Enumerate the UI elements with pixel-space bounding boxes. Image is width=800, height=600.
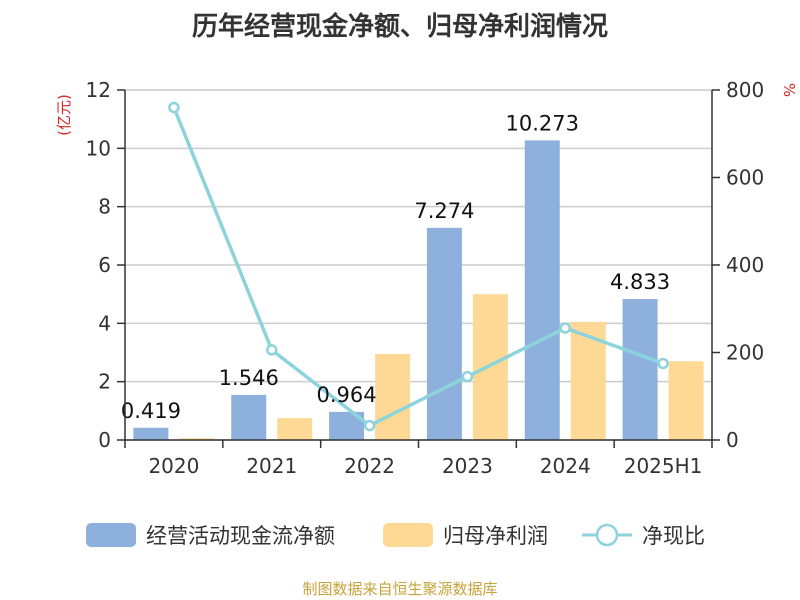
bar-cash-flow: [622, 299, 658, 440]
x-tick-label: 2021: [246, 454, 297, 478]
bar-net-profit: [277, 418, 313, 440]
bar-data-label: 0.964: [317, 383, 377, 407]
ratio-point: [266, 344, 278, 356]
y-right-axis-label: %: [780, 83, 798, 97]
x-tick-label: 2025H1: [624, 454, 703, 478]
data-labels: 0.419 1.546 0.964 7.274 10.273 4.833: [121, 111, 670, 422]
y-left-tick-label: 0: [98, 428, 111, 452]
legend-label-cash-flow: 经营活动现金流净额: [146, 524, 335, 548]
source-note: 制图数据来自恒生聚源数据库: [302, 580, 498, 598]
legend-swatch-ratio-point: [595, 523, 619, 547]
legend-label-net-profit: 归母净利润: [443, 524, 548, 548]
ratio-point: [559, 322, 571, 334]
ratio-line: [168, 101, 669, 432]
bar-net-profit: [668, 361, 704, 440]
ratio-point: [461, 370, 474, 383]
legend-label-ratio: 净现比: [642, 524, 705, 548]
bar-cash-flow: [231, 394, 267, 440]
ratio-point: [657, 357, 669, 370]
bar-data-label: 7.274: [414, 199, 474, 223]
y-left-tick-label: 10: [86, 136, 111, 160]
axes: 0 2 4 6 8 10 12 0 200 400 600 800 2020 2021 2022 2023 20…: [55, 78, 798, 478]
y-left-axis-label: (亿元): [55, 94, 73, 136]
legend-swatch-cash-flow: [86, 523, 136, 547]
bar-net-profit: [375, 353, 411, 440]
x-tick-label: 2022: [344, 454, 395, 478]
legend-swatch-net-profit: [383, 523, 433, 547]
bar-cash-flow: [133, 427, 169, 440]
chart-title: 历年经营现金净额、归母净利润情况: [191, 12, 608, 42]
y-left-tick-label: 8: [98, 195, 111, 219]
y-right-tick-label: 0: [726, 428, 739, 452]
x-tick-label: 2020: [148, 454, 199, 478]
bar-cash-flow: [426, 227, 462, 440]
y-left-tick-label: 2: [98, 370, 111, 394]
ratio-point: [363, 419, 376, 432]
bar-cash-flow: [524, 140, 560, 440]
y-left-tick-label: 6: [98, 253, 111, 277]
bar-data-label: 0.419: [121, 399, 181, 423]
y-right-tick-label: 600: [726, 166, 764, 190]
bars: [133, 140, 704, 440]
ratio-point: [168, 101, 180, 114]
y-left-tick-label: 12: [86, 78, 111, 102]
y-left-tick-label: 4: [98, 311, 111, 335]
x-tick-label: 2023: [442, 454, 493, 478]
x-tick-label: 2024: [540, 454, 591, 478]
ratio-line-path: [172, 106, 664, 428]
y-right-tick-label: 200: [726, 341, 764, 365]
y-right-tick-label: 400: [726, 253, 764, 277]
bar-data-label: 10.273: [506, 111, 579, 135]
legend: 经营活动现金流净额 归母净利润 净现比: [86, 523, 705, 548]
bar-net-profit: [179, 438, 215, 440]
bar-data-label: 4.833: [610, 270, 670, 294]
y-right-tick-label: 800: [726, 78, 764, 102]
bar-data-label: 1.546: [219, 366, 279, 390]
